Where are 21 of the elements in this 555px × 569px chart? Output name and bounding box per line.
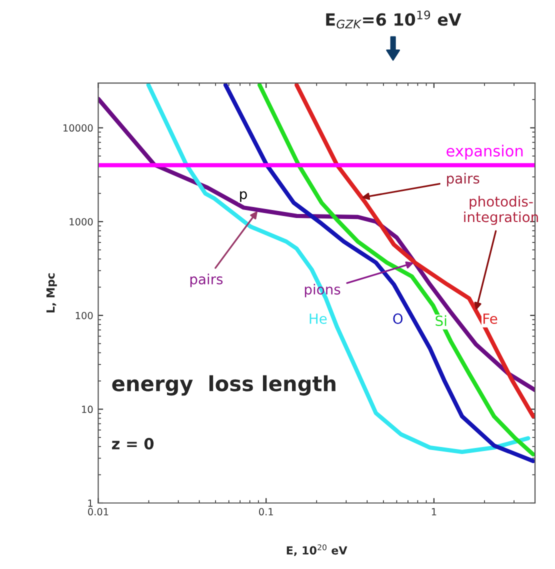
- y-tick-label: 1: [88, 500, 92, 507]
- series-label: p: [240, 191, 247, 202]
- x-tick-label: 0.1: [259, 508, 273, 516]
- series-label: Fe: [484, 314, 498, 324]
- x-axis-title: E, 10$^{20}$ eV: [286, 544, 348, 556]
- text: E$_{GZK}$=6 10$^{19}$ eV: [326, 10, 462, 28]
- x-tick-label: 0.01: [88, 508, 108, 516]
- series-label: O: [393, 313, 403, 324]
- y-tick-label: 10000: [64, 124, 93, 132]
- x-tick-label: 1: [432, 508, 436, 516]
- ref-line-label: expansion: [446, 144, 523, 160]
- annotation: z = 0: [112, 438, 154, 450]
- series-label: Si: [436, 315, 446, 326]
- y-axis-title: L, Mpc: [46, 273, 57, 312]
- annotation: pairs: [447, 172, 480, 186]
- y-tick-label: 10: [82, 406, 93, 414]
- annotation: energy loss length: [112, 375, 336, 396]
- series-label: He: [310, 314, 327, 324]
- y-tick-label: 100: [76, 312, 93, 320]
- y-tick-label: 1000: [70, 218, 93, 226]
- annotation: pairs: [190, 274, 223, 288]
